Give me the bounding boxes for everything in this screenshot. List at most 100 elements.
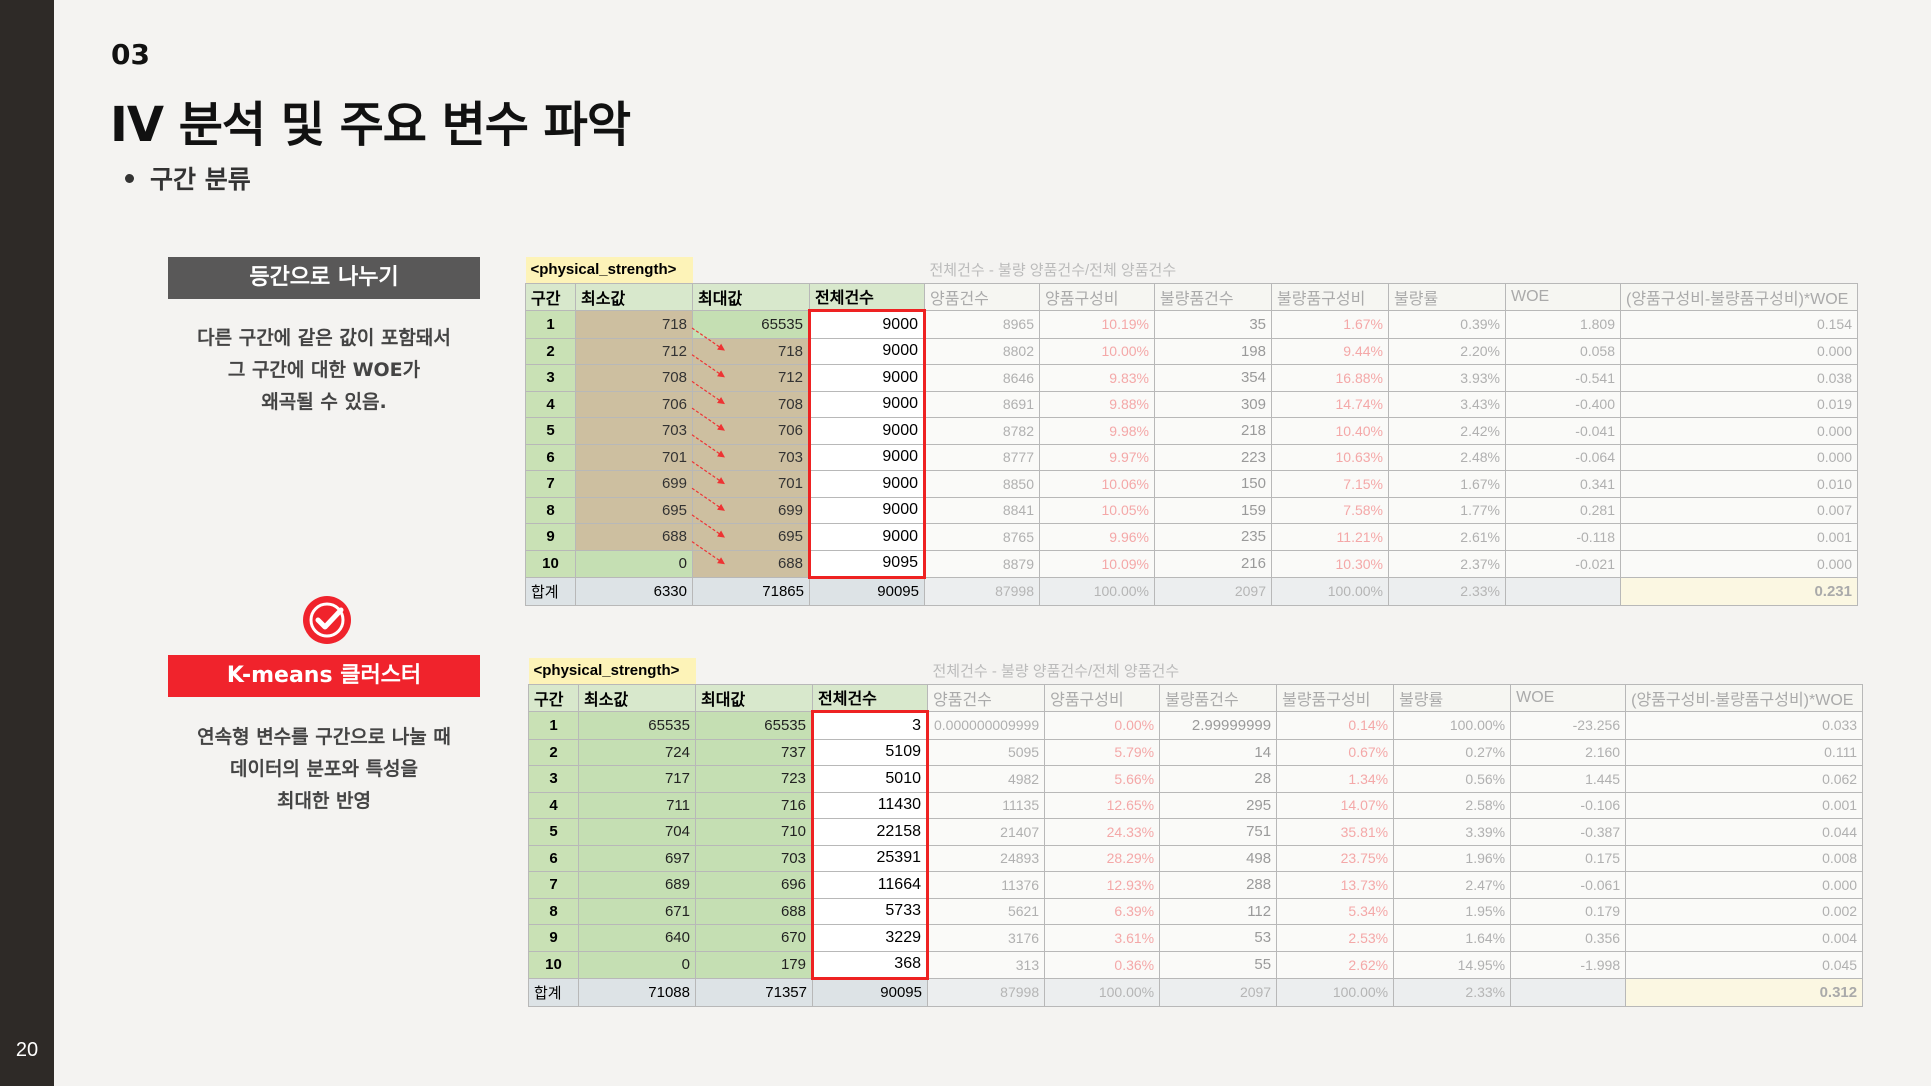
table-cell: 4: [525, 390, 576, 418]
table-cell: 703: [695, 844, 813, 872]
table-cell: 28: [1159, 765, 1278, 793]
table-cell: 9.97%: [1039, 443, 1155, 471]
table-cell: 9.98%: [1039, 417, 1155, 445]
table-cell: 16.88%: [1271, 364, 1389, 392]
table-cell: 0.058: [1505, 337, 1621, 365]
table-cell: 696: [695, 871, 813, 899]
table-cell: 8850: [924, 470, 1040, 498]
table-cell: 751: [1159, 818, 1278, 846]
table-cell: 2: [528, 738, 579, 766]
table-cell: 90095: [812, 978, 928, 1007]
column-header: 양품건수: [924, 282, 1040, 311]
table-cell: 2.33%: [1388, 577, 1506, 606]
table-cell: 100.00%: [1393, 711, 1512, 740]
table-cell: 0.002: [1625, 897, 1864, 925]
table-cell: 14.95%: [1393, 950, 1512, 979]
table-cell: 5095: [926, 738, 1046, 766]
table-cell: 2.47%: [1393, 871, 1512, 899]
table-cell: 701: [575, 443, 693, 471]
table-cell: 8: [525, 496, 576, 524]
table-cell: 3176: [926, 924, 1046, 952]
table-cell: 87998: [926, 978, 1046, 1007]
table-cell: 10.40%: [1271, 417, 1389, 445]
table-cell: 223: [1154, 443, 1272, 471]
table-cell: 0.341: [1505, 470, 1621, 498]
table-cell: 10.63%: [1271, 443, 1389, 471]
table-cell: 6: [528, 844, 579, 872]
table-cell: 9000: [808, 523, 926, 551]
table-cell: 708: [575, 364, 693, 392]
table-cell: 53: [1159, 924, 1278, 952]
table-cell: 2.42%: [1388, 417, 1506, 445]
column-header: 불량품구성비: [1276, 683, 1395, 712]
column-header: 전체건수: [812, 683, 928, 713]
table-cell: 6.39%: [1044, 897, 1161, 925]
table-cell: -1.998: [1510, 950, 1627, 979]
column-header: 최대값: [692, 282, 810, 311]
table-cell: 1.67%: [1388, 470, 1506, 498]
table-cell: -0.021: [1505, 549, 1621, 578]
table-cell: 1.77%: [1388, 496, 1506, 524]
table-cell: 55: [1159, 950, 1278, 979]
blank-cell: [813, 658, 928, 684]
table-cell: 1.64%: [1393, 924, 1512, 952]
column-header: 불량률: [1388, 282, 1506, 311]
table-cell: 8691: [924, 390, 1040, 418]
table-cell: 21407: [926, 818, 1046, 846]
table-cell: 0.111: [1625, 738, 1864, 766]
table-cell: 28.29%: [1044, 844, 1161, 872]
table-cell: 8765: [924, 523, 1040, 551]
table-cell: [1510, 978, 1627, 1007]
table-cell: 12.93%: [1044, 871, 1161, 899]
blank-cell: [693, 257, 810, 283]
table-cell: 9.44%: [1271, 337, 1389, 365]
table-cell: 8965: [924, 310, 1040, 339]
table-cell: 1.96%: [1393, 844, 1512, 872]
table-cell: 0.000: [1620, 337, 1858, 365]
table-cell: 3.39%: [1393, 818, 1512, 846]
table-cell: 708: [692, 390, 810, 418]
table-row: 4 706 708 9000 8691 9.88% 309 14.74% 3.43% -0.400…: [525, 390, 1858, 418]
table-cell: 합계: [528, 978, 579, 1007]
table-cell: 9000: [808, 364, 926, 392]
column-header: 양품구성비: [1044, 683, 1161, 712]
table-cell: 688: [695, 897, 813, 925]
table-cell: 688: [692, 549, 810, 578]
table-cell: 112: [1159, 897, 1278, 925]
table-cell: 2.20%: [1388, 337, 1506, 365]
table-cell: 10.09%: [1039, 549, 1155, 578]
table-cell: 0.231: [1620, 577, 1858, 606]
data-table: <physical_strength> 전체건수 - 불량 양품건수/전체 양품건…: [525, 257, 1858, 606]
table-row: 3 708 712 9000 8646 9.83% 354 16.88% 3.93% -0.541…: [525, 364, 1858, 392]
table-cell: 65535: [695, 711, 813, 740]
table-cell: 5010: [811, 765, 929, 793]
column-header: (양품구성비-불량품구성비)*WOE: [1625, 683, 1864, 712]
table-cell: 703: [692, 443, 810, 471]
table-cell: 313: [926, 950, 1046, 979]
table-cell: 0.007: [1620, 496, 1858, 524]
table-cell: 8802: [924, 337, 1040, 365]
table-cell: -0.541: [1505, 364, 1621, 392]
table-cell: 0.062: [1625, 765, 1864, 793]
table-cell: 1: [525, 310, 576, 339]
table-cell: 0.000: [1620, 443, 1858, 471]
table-cell: 9000: [808, 496, 926, 524]
table-cell: 1.34%: [1276, 765, 1395, 793]
table-cell: 9000: [808, 417, 926, 445]
table-cell: 0.175: [1510, 844, 1627, 872]
table-cell: 0.36%: [1044, 950, 1161, 979]
table-cell: 0.000: [1620, 549, 1858, 578]
table-cell: 9: [528, 924, 579, 952]
table-cell: [1505, 577, 1621, 606]
table-cell: 11376: [926, 871, 1046, 899]
table-cell: 9000: [808, 443, 926, 471]
table-cell: 710: [695, 818, 813, 846]
table-cell: -0.106: [1510, 791, 1627, 819]
table-cell: 2.58%: [1393, 791, 1512, 819]
sidebar: [0, 0, 54, 1086]
table-cell: 3: [525, 364, 576, 392]
table-cell: 87998: [924, 577, 1040, 606]
table-cell: 35: [1154, 310, 1272, 339]
table-cell: 9000: [808, 470, 926, 498]
overlap-arrow: [691, 541, 725, 565]
